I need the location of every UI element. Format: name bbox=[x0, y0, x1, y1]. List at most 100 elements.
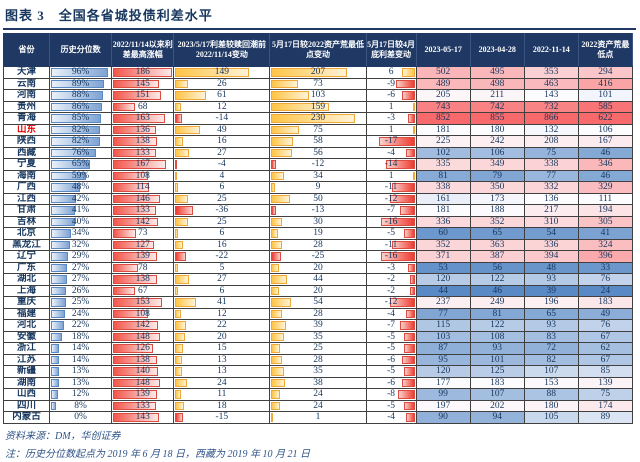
data-bar bbox=[402, 355, 415, 364]
cell-value: 202 bbox=[490, 400, 505, 411]
heat-cell-2023-04-28: 180 bbox=[469, 123, 525, 136]
province-cell: 辽宁 bbox=[2, 250, 51, 263]
percentile-cell: 82% bbox=[49, 123, 113, 136]
data-bar bbox=[113, 344, 154, 353]
heat-cell-2023-05-17: 371 bbox=[415, 250, 471, 263]
data-bar bbox=[175, 217, 188, 226]
heat-cell-2022-11-14: 107 bbox=[523, 365, 579, 378]
table-row: 西藏 76% 133 27 56 -4 102 106 75 46 bbox=[2, 146, 634, 159]
max-rise-cell: 145 bbox=[111, 77, 175, 90]
percentile-cell: 26% bbox=[49, 284, 113, 297]
cell-value: 54 bbox=[313, 297, 323, 307]
cell-value: 242 bbox=[490, 136, 505, 146]
cell-value: 广西 bbox=[17, 182, 37, 192]
data-bar bbox=[408, 114, 415, 123]
chg-vs-apr-cell: 1 bbox=[365, 123, 417, 136]
chg-vs-low-cell: 103 bbox=[269, 89, 367, 102]
heat-cell-2022-low: 167 bbox=[577, 135, 634, 148]
table-row: 云南 89% 145 26 73 -9 489 498 463 416 bbox=[2, 77, 634, 90]
table-row: 吉林 40% 142 25 30 -16 336 352 310 305 bbox=[2, 215, 634, 228]
cell-value: 138 bbox=[135, 274, 150, 284]
province-cell: 广东 bbox=[2, 261, 51, 274]
table-row: 新疆 13% 140 13 35 -5 120 125 107 85 bbox=[2, 365, 634, 378]
data-bar bbox=[51, 194, 76, 203]
heat-cell-2022-low: 622 bbox=[577, 112, 634, 125]
data-bar bbox=[113, 309, 148, 318]
cell-value: 225 bbox=[436, 136, 451, 146]
data-bar bbox=[113, 206, 156, 215]
cell-value: -6 bbox=[387, 354, 396, 365]
percentile-cell: 12% bbox=[49, 388, 113, 401]
cell-value: -15 bbox=[215, 412, 229, 422]
cell-value: 26% bbox=[71, 285, 90, 296]
data-bar bbox=[412, 171, 415, 180]
cell-value: 25 bbox=[217, 216, 227, 227]
chg-vs-1114-cell: 16 bbox=[173, 135, 271, 148]
chg-vs-low-cell: 58 bbox=[269, 135, 367, 148]
percentile-cell: 65% bbox=[49, 158, 113, 171]
cell-value: 115 bbox=[436, 320, 451, 330]
cell-value: 173 bbox=[490, 193, 505, 204]
province-cell: 西藏 bbox=[2, 146, 51, 159]
data-bar bbox=[51, 332, 62, 341]
data-bar bbox=[175, 137, 184, 146]
heat-cell-2023-05-17: 99 bbox=[415, 388, 471, 401]
cell-value: 浙江 bbox=[17, 343, 37, 353]
cell-value: 贵州 bbox=[17, 101, 37, 112]
heat-cell-2023-04-28: 101 bbox=[469, 353, 525, 366]
data-bar bbox=[271, 148, 292, 157]
cell-value: 24 bbox=[313, 389, 323, 399]
cell-value: 142 bbox=[135, 320, 150, 330]
cell-value: -17 bbox=[384, 136, 398, 146]
data-bar bbox=[408, 263, 415, 272]
cell-value: 85 bbox=[600, 366, 611, 376]
heat-cell-2023-04-28: 211 bbox=[469, 89, 525, 102]
chg-vs-1114-cell: 24 bbox=[173, 376, 271, 389]
data-bar bbox=[51, 206, 76, 215]
table-row: 湖北 27% 138 27 44 -2 120 122 93 76 bbox=[2, 273, 634, 286]
data-bar bbox=[113, 91, 162, 100]
cell-value: 148 bbox=[135, 377, 150, 388]
chg-vs-low-cell: 9 bbox=[269, 181, 367, 194]
cell-value: 133 bbox=[135, 147, 150, 158]
cell-value: 352 bbox=[490, 216, 505, 227]
heat-cell-2023-04-28: 93 bbox=[469, 342, 525, 355]
province-cell: 甘肃 bbox=[2, 204, 51, 217]
heat-cell-2022-low: 41 bbox=[577, 227, 634, 240]
cell-value: 内蒙古 bbox=[12, 412, 41, 422]
cell-value: 101 bbox=[490, 354, 505, 365]
cell-value: 181 bbox=[436, 205, 451, 215]
heat-cell-2023-04-28: 81 bbox=[469, 307, 525, 320]
cell-value: 6 bbox=[219, 182, 225, 192]
cell-value: 93 bbox=[546, 274, 557, 284]
data-bar bbox=[271, 344, 281, 353]
cell-value: 88 bbox=[546, 389, 557, 399]
cell-value: 重庆 bbox=[17, 297, 37, 307]
cell-value: 85% bbox=[71, 113, 90, 123]
cell-value: 广东 bbox=[17, 262, 37, 273]
max-rise-cell: 138 bbox=[111, 135, 175, 148]
spread-table: 省份 历史分位数 2022/11/14以来利差最高涨幅 2023/5/17利差较赎回潮… bbox=[2, 33, 634, 424]
chg-vs-apr-cell: -4 bbox=[365, 411, 417, 424]
cell-value: 46 bbox=[492, 285, 502, 296]
province-cell: 黑龙江 bbox=[2, 238, 51, 251]
cell-value: 140 bbox=[135, 366, 150, 376]
data-bar bbox=[271, 137, 293, 146]
heat-cell-2022-low: 49 bbox=[577, 307, 634, 320]
table-row: 河北 22% 142 22 39 -7 115 122 93 76 bbox=[2, 319, 634, 332]
cell-value: 60 bbox=[438, 228, 448, 238]
data-bar bbox=[51, 344, 60, 353]
cell-value: 95 bbox=[438, 354, 448, 365]
data-bar bbox=[381, 252, 415, 261]
cell-value: 42% bbox=[71, 193, 90, 204]
data-bar bbox=[406, 413, 415, 422]
cell-value: 48% bbox=[71, 182, 90, 192]
chg-vs-apr-cell: -5 bbox=[365, 365, 417, 378]
data-bar bbox=[271, 401, 281, 410]
data-bar bbox=[402, 68, 415, 77]
chg-vs-1114-cell: 149 bbox=[173, 66, 271, 79]
percentile-cell: 27% bbox=[49, 273, 113, 286]
table-row: 山西 12% 139 11 24 -8 99 107 88 75 bbox=[2, 388, 634, 401]
cell-value: 辽宁 bbox=[17, 251, 37, 261]
cell-value: 305 bbox=[598, 216, 613, 227]
